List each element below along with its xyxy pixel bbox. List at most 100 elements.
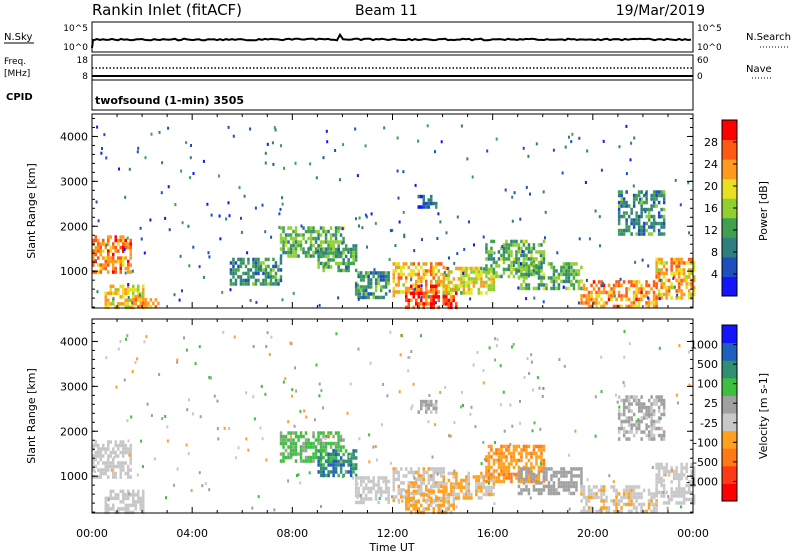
velocity-cell	[440, 481, 443, 485]
power-cell	[585, 294, 588, 298]
power-cell	[617, 211, 621, 215]
power-cell	[630, 218, 633, 222]
velocity-cell	[417, 488, 420, 492]
power-cell	[112, 245, 115, 250]
velocity-cell	[485, 455, 488, 459]
velocity-cell	[324, 459, 328, 464]
power-cell	[637, 287, 641, 291]
power-cell	[487, 253, 491, 258]
velocity-speckle	[252, 345, 255, 348]
power-cell	[477, 291, 481, 295]
power-cell	[122, 263, 125, 267]
power-cell	[257, 261, 260, 265]
velocity-cell	[502, 462, 506, 466]
velocity-cell	[670, 466, 673, 470]
velocity-speckle	[482, 381, 485, 385]
power-cell	[317, 261, 320, 266]
velocity-cell	[442, 492, 446, 497]
velocity-cell	[442, 503, 445, 508]
power-cell	[530, 269, 533, 273]
power-cell	[462, 277, 466, 281]
colorbar-segment	[722, 256, 737, 277]
power-cell	[625, 211, 628, 215]
power-cell	[460, 280, 463, 285]
power-cell	[124, 298, 127, 303]
power-cell	[487, 267, 491, 272]
power-cell	[575, 272, 578, 277]
velocity-cell	[647, 409, 651, 413]
velocity-cell	[339, 448, 343, 453]
velocity-cell	[379, 476, 383, 480]
velocity-cell	[420, 484, 423, 489]
velocity-cell	[407, 489, 410, 494]
velocity-cell	[430, 399, 433, 404]
power-cell	[400, 269, 403, 273]
power-cell	[597, 290, 601, 295]
velocity-cell	[527, 476, 531, 480]
power-cell	[337, 251, 340, 255]
power-cell	[442, 287, 446, 292]
velocity-cell	[622, 433, 626, 438]
power-cell	[112, 266, 115, 271]
power-cell	[620, 197, 623, 201]
velocity-cell	[602, 488, 606, 493]
velocity-cell	[480, 482, 483, 486]
velocity-speckle	[293, 424, 296, 428]
power-cell	[379, 295, 383, 300]
power-cell	[565, 265, 568, 270]
velocity-cell	[667, 473, 671, 477]
power-cell	[127, 259, 130, 264]
velocity-cell	[520, 467, 523, 471]
power-speckle	[629, 158, 632, 162]
power-cell	[665, 292, 668, 297]
power-cell	[112, 242, 115, 246]
velocity-speckle	[410, 350, 413, 353]
power-cell	[312, 243, 315, 248]
power-cell	[635, 221, 638, 226]
velocity-cell	[507, 469, 511, 473]
velocity-cell	[532, 444, 536, 449]
power-cell	[329, 226, 333, 230]
power-cell	[432, 291, 435, 296]
power-cell	[542, 250, 546, 254]
power-cell	[447, 284, 451, 288]
velocity-cell	[680, 476, 683, 481]
velocity-cell	[457, 492, 461, 497]
velocity-cell	[304, 431, 308, 435]
power-cell	[109, 249, 112, 253]
velocity-speckle	[449, 434, 452, 438]
velocity-cell	[299, 434, 303, 439]
freq-right-label: Nave	[746, 64, 772, 75]
power-cell	[510, 267, 513, 272]
velocity-cell	[490, 485, 493, 490]
power-cell	[339, 268, 343, 273]
power-cell	[505, 267, 508, 272]
velocity-speckle	[600, 355, 603, 359]
power-cell	[322, 261, 325, 266]
power-cell	[677, 289, 681, 293]
power-cell	[405, 279, 408, 284]
power-cell	[97, 270, 100, 274]
power-cell	[677, 261, 681, 265]
power-cell	[102, 266, 105, 271]
power-cell	[595, 283, 598, 288]
power-cell	[142, 298, 145, 302]
velocity-cell	[122, 440, 125, 444]
power-cell	[655, 296, 658, 300]
power-speckle	[97, 219, 100, 223]
velocity-cell	[545, 484, 548, 489]
power-cell	[537, 262, 541, 266]
velocity-cell	[302, 434, 305, 439]
power-cell	[607, 283, 611, 288]
power-cell	[632, 301, 636, 305]
power-cell	[119, 263, 122, 267]
velocity-cell	[632, 502, 636, 507]
power-cell	[415, 279, 418, 284]
velocity-cell	[680, 473, 683, 477]
velocity-cell	[510, 472, 513, 477]
power-cell	[430, 272, 433, 277]
power-cell	[480, 273, 483, 278]
colorbar-segment	[722, 159, 737, 180]
power-cell	[665, 271, 668, 276]
velocity-speckle	[533, 421, 536, 425]
